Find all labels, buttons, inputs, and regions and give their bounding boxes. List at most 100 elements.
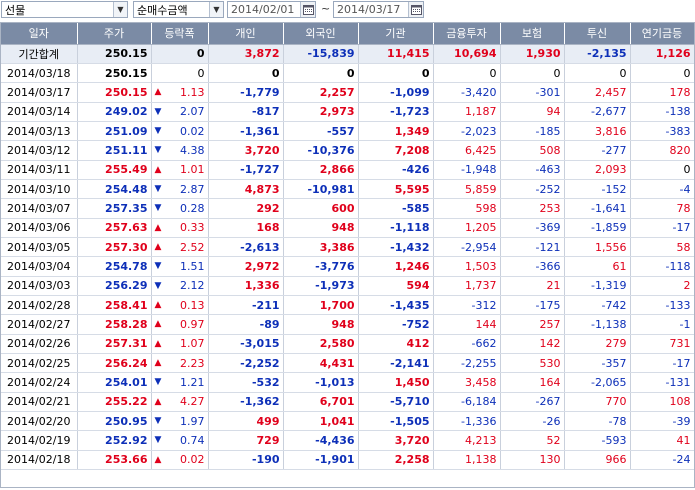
institution-cell-value: -1,435 bbox=[390, 298, 430, 312]
individual-cell-value: 1,336 bbox=[244, 279, 280, 293]
investment-trust-cell-value: -357 bbox=[601, 356, 627, 370]
institution-cell: -1,435 bbox=[358, 295, 434, 316]
table-row[interactable]: 2014/02/24 254.01 ▼ 1.21 -532 -1,013 1,450 3,45… bbox=[1, 372, 694, 393]
price-cell: 256.24 bbox=[77, 353, 152, 374]
table-row[interactable]: 2014/02/26 257.31 ▲ 1.07 -3,015 2,580 412 -662 1… bbox=[1, 334, 694, 355]
table-row[interactable]: 2014/02/19 252.92 ▼ 0.74 729 -4,436 3,720 4,213… bbox=[1, 430, 694, 451]
table-row[interactable]: 2014/03/13 251.09 ▼ 0.02 -1,361 -557 1,349 -2,0… bbox=[1, 121, 694, 142]
pension-cell: -39 bbox=[630, 411, 694, 432]
investment-trust-cell-value: 966 bbox=[605, 453, 627, 467]
financial-investment-cell-value: 10,694 bbox=[454, 47, 497, 61]
column-header-institution[interactable]: 기관 bbox=[358, 23, 434, 45]
table-row[interactable]: 2014/03/11 255.49 ▲ 1.01 -1,727 2,866 -426 -1,9… bbox=[1, 160, 694, 180]
financial-investment-cell: 1,138 bbox=[433, 450, 501, 471]
triangle-up-icon: ▲ bbox=[154, 241, 162, 252]
table-row[interactable]: 2014/03/12 251.11 ▼ 4.38 3,720 -10,376 7,208 6,… bbox=[1, 140, 694, 161]
individual-cell-value: -211 bbox=[251, 298, 280, 312]
column-header-foreign[interactable]: 외국인 bbox=[283, 23, 359, 45]
change-cell-value: 4.27 bbox=[180, 395, 205, 409]
insurance-cell-value: 52 bbox=[546, 434, 561, 448]
investment-trust-cell: 966 bbox=[564, 450, 631, 471]
institution-cell-value: 2,258 bbox=[394, 453, 430, 467]
foreign-cell-value: 2,866 bbox=[319, 163, 355, 177]
calendar-icon[interactable] bbox=[408, 2, 423, 17]
column-header-individual[interactable]: 개인 bbox=[208, 23, 284, 45]
institution-cell: 412 bbox=[358, 334, 434, 355]
investment-trust-cell-value: -2,065 bbox=[591, 376, 627, 390]
investment-trust-cell-value: 279 bbox=[605, 337, 627, 351]
column-header-insurance[interactable]: 보험 bbox=[500, 23, 565, 45]
investment-trust-cell: -1,859 bbox=[564, 218, 631, 238]
column-header-investment-trust[interactable]: 투신 bbox=[564, 23, 631, 45]
market-select[interactable]: 선물 ▼ bbox=[1, 1, 128, 18]
institution-cell-value: -2,141 bbox=[390, 356, 430, 370]
foreign-cell-value: -557 bbox=[326, 124, 355, 138]
chevron-down-icon[interactable]: ▼ bbox=[113, 2, 127, 17]
table-row[interactable]: 2014/03/14 249.02 ▼ 2.07 -817 2,973 -1,723 1,18… bbox=[1, 102, 694, 122]
change-cell-value: 0 bbox=[197, 66, 205, 80]
foreign-cell-value: -3,776 bbox=[315, 259, 355, 273]
institution-cell: -426 bbox=[358, 160, 434, 180]
price-cell-value: 256.24 bbox=[105, 356, 148, 370]
financial-investment-cell-value: -1,336 bbox=[461, 414, 497, 428]
table-row[interactable]: 2014/02/18 253.66 ▲ 0.02 -190 -1,901 2,258 1,13… bbox=[1, 450, 694, 471]
investment-trust-cell: -742 bbox=[564, 295, 631, 316]
insurance-cell-value: -366 bbox=[535, 259, 561, 273]
pension-cell-value: 0 bbox=[683, 163, 691, 177]
table-row[interactable]: 2014/03/04 254.78 ▼ 1.51 2,972 -3,776 1,246 1,5… bbox=[1, 256, 694, 277]
table-row[interactable]: 2014/03/17 250.15 ▲ 1.13 -1,779 2,257 -1,099 -3… bbox=[1, 82, 694, 103]
institution-cell: 7,208 bbox=[358, 140, 434, 161]
table-row[interactable]: 2014/03/06 257.63 ▲ 0.33 168 948 -1,118 1,205 -3… bbox=[1, 218, 694, 238]
insurance-cell-value: 142 bbox=[539, 337, 561, 351]
table-row[interactable]: 2014/03/18 250.15 0 0 0 0 0 0 0 0 bbox=[1, 63, 694, 84]
period-total-row[interactable]: 기간합계 250.15 0 3,872 -15,839 11,415 10,694 1,930… bbox=[1, 44, 694, 64]
financial-investment-cell-value: -6,184 bbox=[461, 395, 497, 409]
foreign-cell-value: -4,436 bbox=[315, 434, 355, 448]
pension-cell-value: 78 bbox=[676, 201, 691, 215]
investment-trust-cell-value: -1,319 bbox=[591, 279, 627, 293]
date-cell-value: 2014/03/13 bbox=[7, 124, 71, 138]
triangle-up-icon: ▲ bbox=[154, 164, 162, 175]
column-header-pension[interactable]: 연기금등 bbox=[630, 23, 694, 45]
table-row[interactable]: 2014/02/27 258.28 ▲ 0.97 -89 948 -752 144 257 -1,… bbox=[1, 314, 694, 335]
table-row[interactable]: 2014/03/07 257.35 ▼ 0.28 292 600 -585 598 253 -1,… bbox=[1, 198, 694, 219]
price-cell-value: 250.15 bbox=[105, 47, 148, 61]
column-header-price[interactable]: 주가 bbox=[77, 23, 152, 45]
price-cell: 253.66 bbox=[77, 450, 152, 471]
pension-cell: 178 bbox=[630, 82, 694, 103]
foreign-cell-value: -1,013 bbox=[315, 376, 355, 390]
column-header-change[interactable]: 등락폭 bbox=[151, 23, 209, 45]
table-row[interactable]: 2014/02/21 255.22 ▲ 4.27 -1,362 6,701 -5,710 -6… bbox=[1, 392, 694, 413]
column-header-financial-investment[interactable]: 금융투자 bbox=[433, 23, 501, 45]
insurance-cell: 530 bbox=[500, 353, 565, 374]
institution-cell-value: -1,432 bbox=[390, 240, 430, 254]
table-row[interactable]: 2014/02/25 256.24 ▲ 2.23 -2,252 4,431 -2,141 -2… bbox=[1, 353, 694, 374]
foreign-cell-value: 4,431 bbox=[319, 356, 355, 370]
investment-trust-cell-value: -1,641 bbox=[591, 201, 627, 215]
calendar-icon[interactable] bbox=[300, 2, 315, 17]
start-date-input[interactable]: 2014/02/01 bbox=[227, 1, 316, 18]
price-cell: 252.92 bbox=[77, 430, 152, 451]
change-cell: ▲ 2.23 bbox=[151, 353, 209, 374]
end-date-input[interactable]: 2014/03/17 bbox=[333, 1, 424, 18]
financial-investment-cell-value: 144 bbox=[475, 317, 497, 331]
pension-cell-value: -39 bbox=[672, 414, 691, 428]
metric-select[interactable]: 순매수금액 ▼ bbox=[133, 1, 224, 18]
investment-trust-cell: -152 bbox=[564, 179, 631, 200]
table-row[interactable]: 2014/03/03 256.29 ▼ 2.12 1,336 -1,973 594 1,737… bbox=[1, 276, 694, 296]
pension-cell: 820 bbox=[630, 140, 694, 161]
individual-cell-value: -89 bbox=[259, 317, 280, 331]
individual-cell-value: 729 bbox=[256, 434, 280, 448]
table-row[interactable]: 2014/03/05 257.30 ▲ 2.52 -2,613 3,386 -1,432 -2… bbox=[1, 237, 694, 258]
table-row[interactable]: 2014/02/28 258.41 ▲ 0.13 -211 1,700 -1,435 -312… bbox=[1, 295, 694, 316]
column-header-date[interactable]: 일자 bbox=[1, 23, 78, 45]
pension-cell: -383 bbox=[630, 121, 694, 142]
table-row[interactable]: 2014/02/20 250.95 ▼ 1.97 499 1,041 -1,505 -1,33… bbox=[1, 411, 694, 432]
table-row[interactable]: 2014/03/10 254.48 ▼ 2.87 4,873 -10,981 5,595 5,… bbox=[1, 179, 694, 200]
chevron-down-icon[interactable]: ▼ bbox=[209, 2, 223, 17]
financial-investment-cell-value: 1,187 bbox=[465, 105, 497, 119]
insurance-cell-value: 530 bbox=[539, 356, 561, 370]
foreign-cell-value: -1,901 bbox=[315, 453, 355, 467]
financial-investment-cell: -2,255 bbox=[433, 353, 501, 374]
date-cell: 2014/03/06 bbox=[1, 218, 78, 238]
